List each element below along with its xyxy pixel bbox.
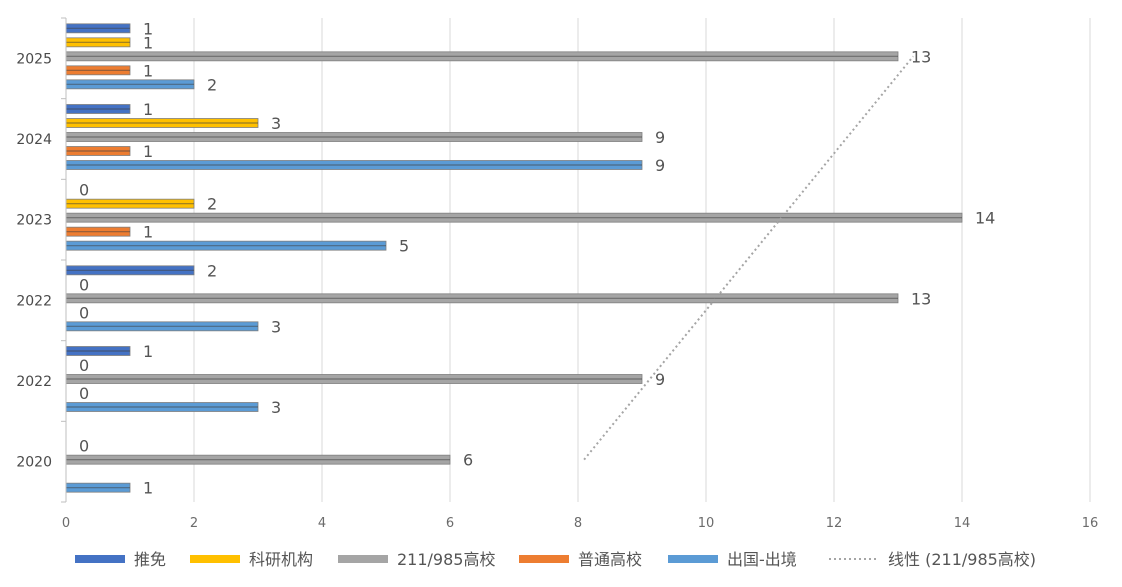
data-label: 9 bbox=[655, 156, 665, 175]
data-label: 1 bbox=[143, 342, 153, 361]
gridlines bbox=[193, 18, 1091, 502]
legend-label: 推免 bbox=[134, 550, 166, 569]
data-label: 13 bbox=[911, 47, 931, 66]
x-tick-label: 8 bbox=[574, 516, 582, 531]
x-tick-label: 16 bbox=[1082, 516, 1099, 531]
legend-label: 科研机构 bbox=[249, 550, 313, 569]
category-label: 2025 bbox=[16, 51, 52, 67]
data-label: 9 bbox=[655, 370, 665, 389]
data-label: 9 bbox=[655, 128, 665, 147]
data-label: 1 bbox=[143, 100, 153, 119]
data-label: 3 bbox=[271, 398, 281, 417]
legend-label: 出国-出境 bbox=[727, 550, 797, 569]
x-tick-label: 4 bbox=[318, 516, 326, 531]
legend: 推免 科研机构 211/985高校 普通高校 出国-出境 线性 (211/985高校) bbox=[75, 550, 1036, 569]
category-label: 2022 bbox=[16, 374, 52, 390]
data-label: 1 bbox=[143, 223, 153, 242]
data-label: 0 bbox=[79, 181, 89, 200]
legend-swatch bbox=[75, 555, 125, 563]
data-label: 1 bbox=[143, 61, 153, 80]
trendline-layer bbox=[583, 55, 915, 461]
data-label: 0 bbox=[79, 384, 89, 403]
data-label: 1 bbox=[143, 479, 153, 498]
legend-swatch bbox=[519, 555, 569, 563]
data-label: 1 bbox=[143, 142, 153, 161]
x-tick-label: 2 bbox=[190, 516, 198, 531]
legend-label: 211/985高校 bbox=[397, 550, 495, 569]
data-label: 2 bbox=[207, 195, 217, 214]
data-label: 1 bbox=[143, 19, 153, 38]
x-tick-label: 14 bbox=[954, 516, 971, 531]
data-label: 13 bbox=[911, 289, 931, 308]
legend-swatch bbox=[190, 555, 240, 563]
x-tick-label: 6 bbox=[446, 516, 454, 531]
data-label: 0 bbox=[79, 356, 89, 375]
data-label: 2 bbox=[207, 261, 217, 280]
data-label: 6 bbox=[463, 451, 473, 470]
category-label: 2022 bbox=[16, 293, 52, 309]
x-tick-label: 0 bbox=[62, 516, 70, 531]
data-label: 3 bbox=[271, 114, 281, 133]
legend-label: 普通高校 bbox=[578, 550, 642, 569]
legend-swatch bbox=[338, 555, 388, 563]
bars bbox=[65, 23, 963, 493]
data-label: 0 bbox=[79, 303, 89, 322]
data-label: 0 bbox=[79, 275, 89, 294]
data-label: 1 bbox=[143, 33, 153, 52]
trendline bbox=[583, 55, 915, 461]
data-label: 0 bbox=[79, 437, 89, 456]
category-label: 2023 bbox=[16, 213, 52, 229]
category-label: 2024 bbox=[16, 132, 52, 148]
category-label: 2020 bbox=[16, 455, 52, 471]
data-label: 2 bbox=[207, 75, 217, 94]
legend-swatch bbox=[668, 555, 718, 563]
data-label: 5 bbox=[399, 237, 409, 256]
x-tick-label: 10 bbox=[698, 516, 715, 531]
x-tick-label: 12 bbox=[826, 516, 843, 531]
data-label: 3 bbox=[271, 317, 281, 336]
legend-label: 线性 (211/985高校) bbox=[888, 550, 1036, 569]
data-label: 14 bbox=[975, 209, 995, 228]
